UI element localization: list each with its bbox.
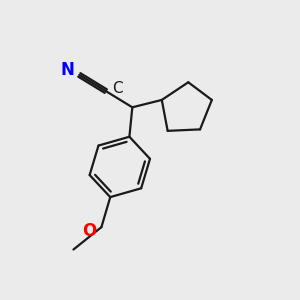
Text: O: O [82,222,97,240]
Text: C: C [112,81,122,96]
Text: N: N [61,61,74,80]
